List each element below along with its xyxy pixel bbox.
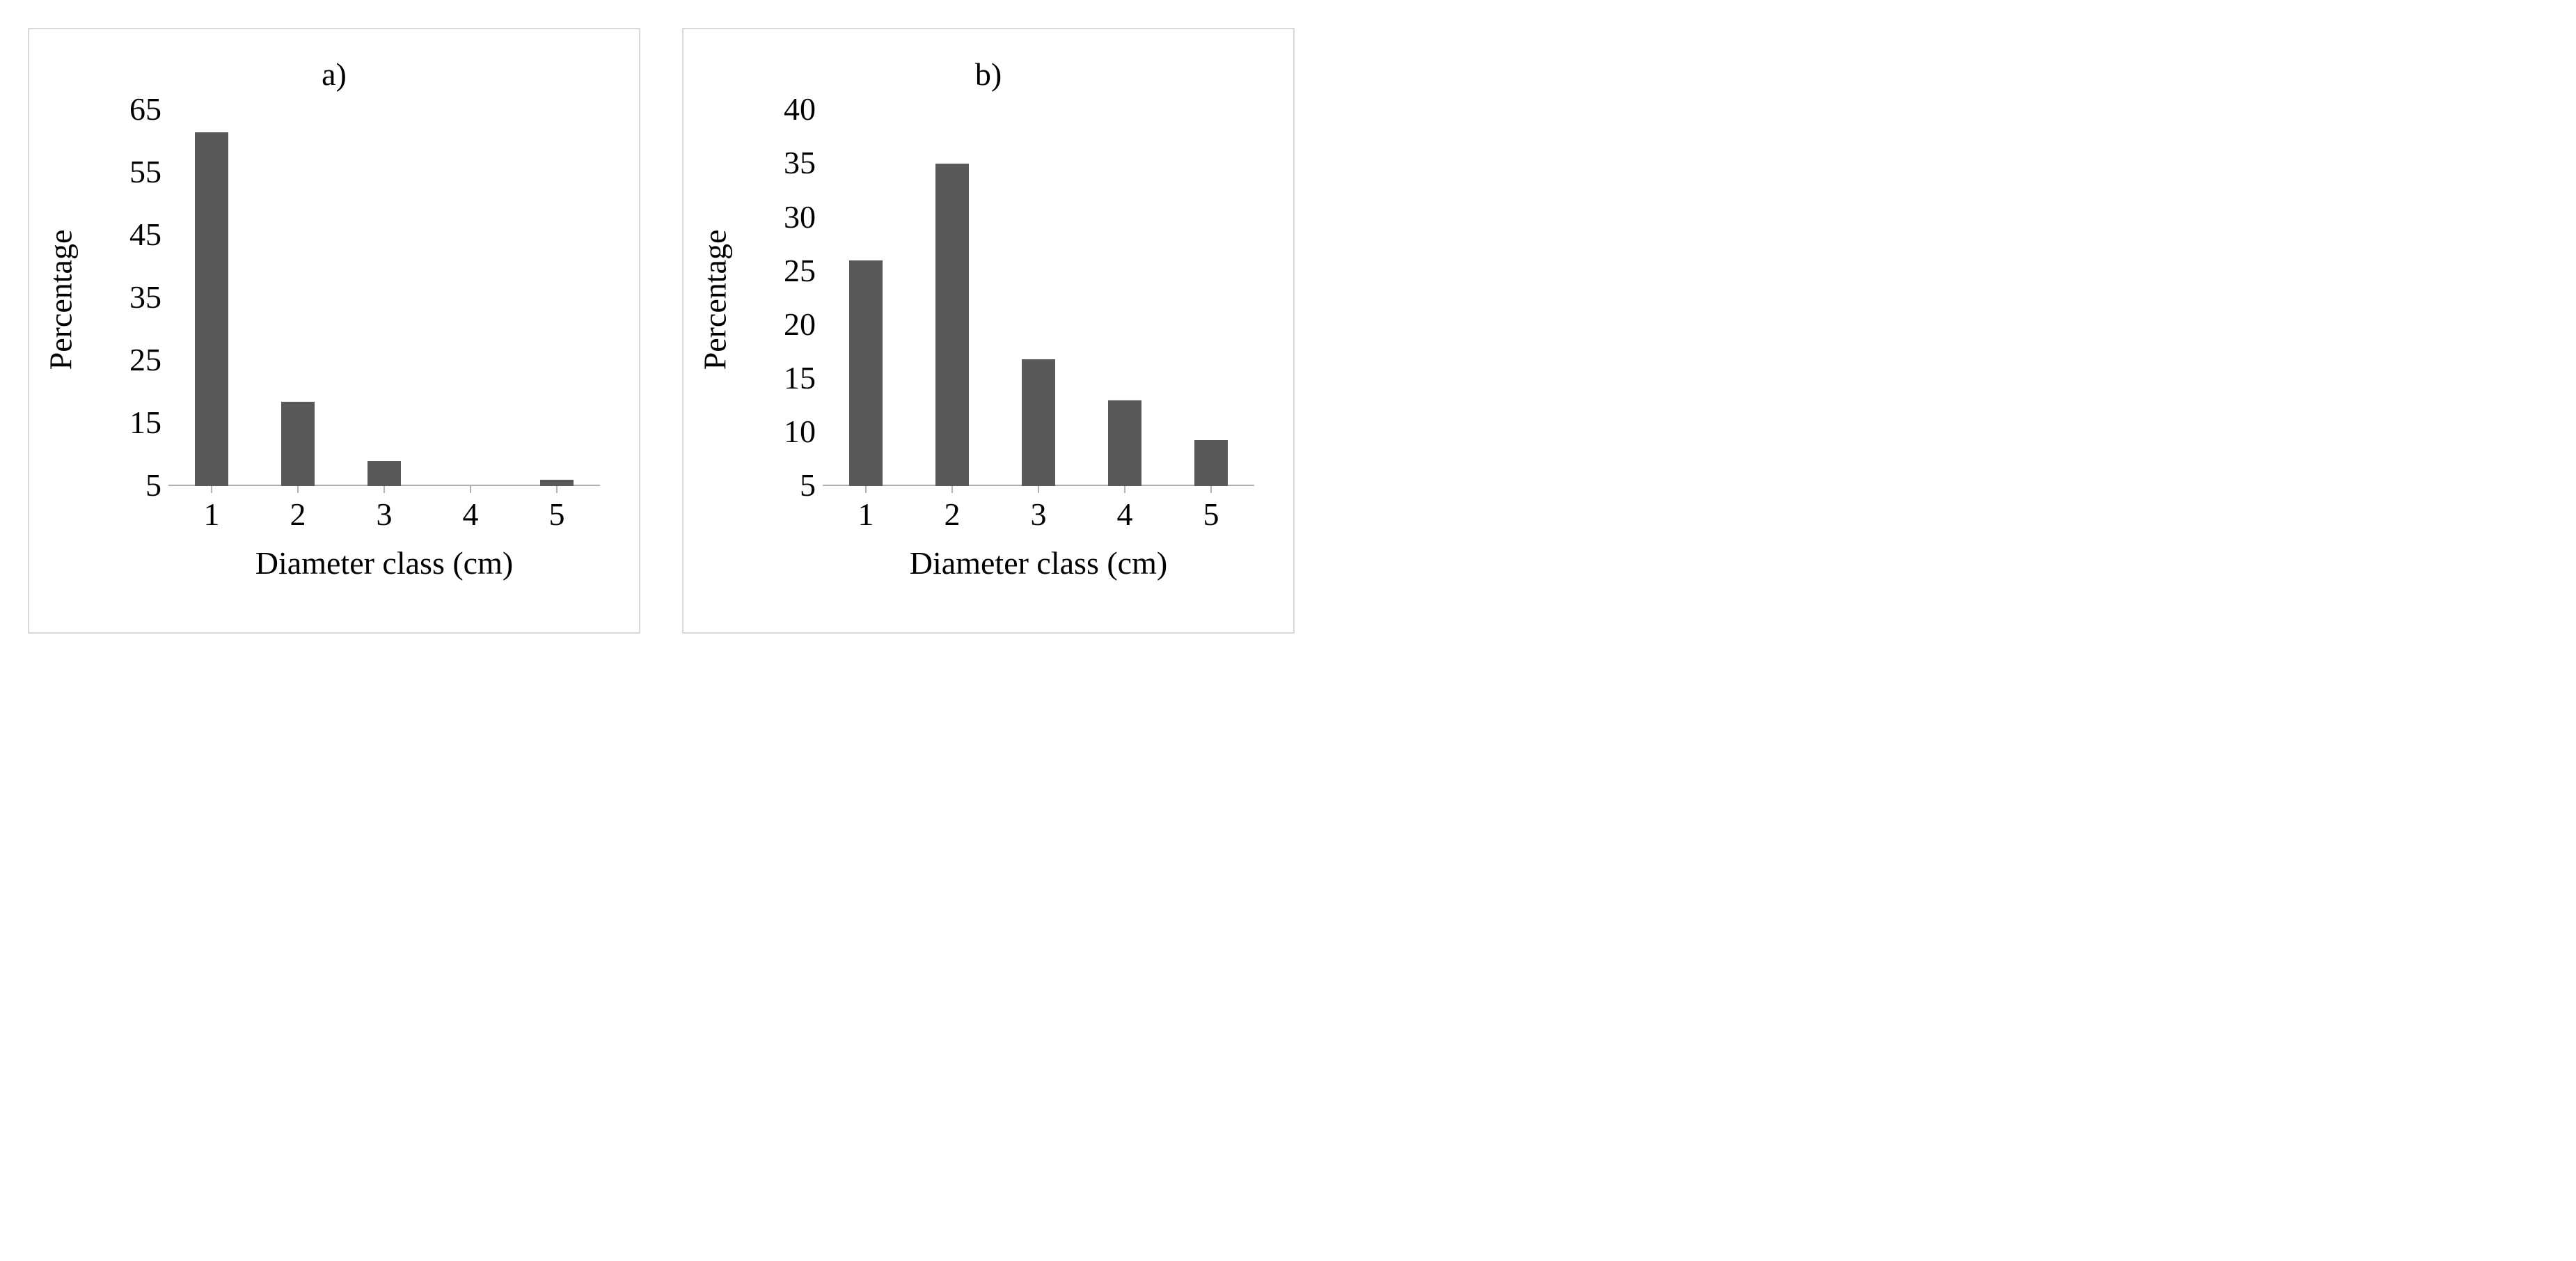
y-tick-label: 25 bbox=[106, 341, 161, 378]
x-tick-label: 2 bbox=[909, 496, 995, 533]
y-tick-label: 25 bbox=[760, 252, 816, 289]
y-axis-label: Percentage bbox=[42, 112, 79, 488]
panel-title-b: b) bbox=[683, 56, 1293, 93]
bar bbox=[935, 164, 968, 486]
bar bbox=[1022, 359, 1054, 486]
y-tick-label: 45 bbox=[106, 216, 161, 253]
bar bbox=[849, 260, 882, 486]
y-tick-label: 40 bbox=[760, 91, 816, 127]
y-tick-label: 15 bbox=[106, 404, 161, 441]
x-tick-mark bbox=[865, 486, 867, 493]
y-tick-label: 55 bbox=[106, 153, 161, 190]
y-tick-label: 35 bbox=[760, 144, 816, 181]
x-tick-mark bbox=[384, 486, 385, 493]
y-axis-label: Percentage bbox=[697, 112, 734, 488]
x-axis-label: Diameter class (cm) bbox=[823, 545, 1254, 581]
y-tick-label: 5 bbox=[760, 467, 816, 503]
x-tick-mark bbox=[297, 486, 299, 493]
y-tick-label: 5 bbox=[106, 467, 161, 503]
x-axis-label: Diameter class (cm) bbox=[168, 545, 600, 581]
x-tick-label: 3 bbox=[995, 496, 1082, 533]
y-tick-label: 15 bbox=[760, 359, 816, 396]
bar bbox=[1108, 400, 1141, 486]
x-tick-mark bbox=[211, 486, 212, 493]
y-tick-label: 20 bbox=[760, 306, 816, 343]
x-tick-mark bbox=[556, 486, 558, 493]
x-tick-label: 5 bbox=[514, 496, 600, 533]
bar bbox=[1194, 440, 1227, 486]
x-tick-mark bbox=[951, 486, 953, 493]
x-tick-label: 1 bbox=[168, 496, 255, 533]
x-tick-mark bbox=[1124, 486, 1125, 493]
chart-panel-b: b)12345510152025303540PercentageDiameter… bbox=[682, 28, 1295, 634]
y-tick-label: 10 bbox=[760, 413, 816, 450]
plot-area: 123455152535455565 bbox=[168, 110, 600, 486]
chart-panel-a: a)123455152535455565PercentageDiameter c… bbox=[28, 28, 640, 634]
bar bbox=[368, 461, 400, 486]
x-tick-mark bbox=[1210, 486, 1212, 493]
bar bbox=[195, 132, 228, 487]
panel-title-a: a) bbox=[29, 56, 639, 93]
bar bbox=[540, 480, 573, 486]
y-tick-label: 30 bbox=[760, 198, 816, 235]
x-tick-label: 1 bbox=[823, 496, 909, 533]
x-tick-label: 4 bbox=[427, 496, 514, 533]
x-tick-mark bbox=[470, 486, 471, 493]
y-tick-label: 35 bbox=[106, 279, 161, 315]
x-tick-mark bbox=[1038, 486, 1039, 493]
plot-area: 12345510152025303540 bbox=[823, 110, 1254, 486]
y-tick-label: 65 bbox=[106, 91, 161, 127]
x-tick-label: 2 bbox=[255, 496, 341, 533]
x-tick-label: 5 bbox=[1168, 496, 1254, 533]
bar bbox=[281, 402, 314, 487]
figure-container: a)123455152535455565PercentageDiameter c… bbox=[0, 0, 2576, 661]
x-tick-label: 3 bbox=[341, 496, 427, 533]
x-tick-label: 4 bbox=[1082, 496, 1168, 533]
